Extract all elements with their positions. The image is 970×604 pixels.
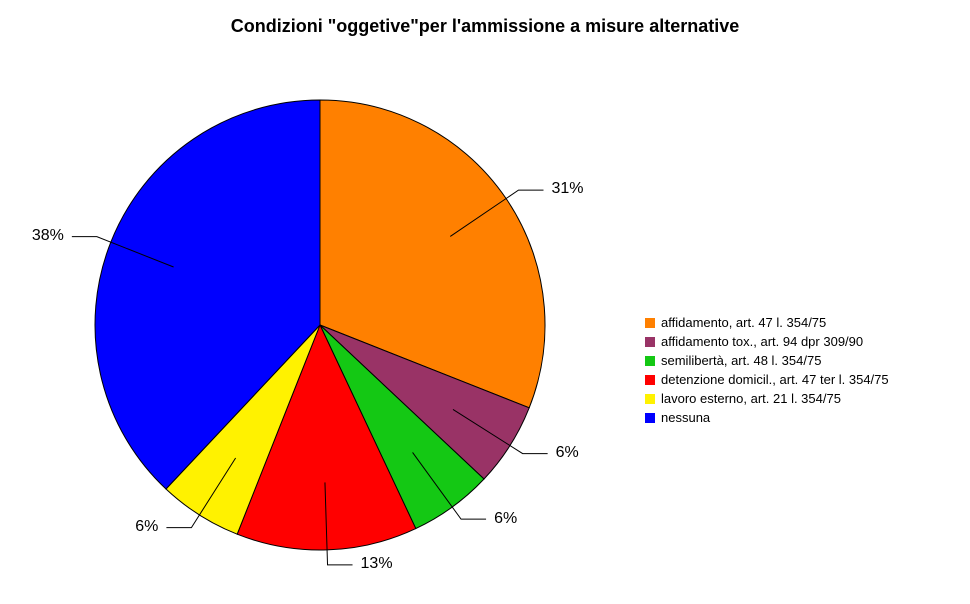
legend-item-lavoro_esterno: lavoro esterno, art. 21 l. 354/75 <box>645 391 889 406</box>
legend-label-nessuna: nessuna <box>661 410 710 425</box>
legend-swatch-detenzione_domicil <box>645 375 655 385</box>
legend-swatch-lavoro_esterno <box>645 394 655 404</box>
legend-label-semiliberta: semilibertà, art. 48 l. 354/75 <box>661 353 821 368</box>
legend-swatch-nessuna <box>645 413 655 423</box>
legend-label-lavoro_esterno: lavoro esterno, art. 21 l. 354/75 <box>661 391 841 406</box>
legend: affidamento, art. 47 l. 354/75 affidament… <box>645 315 889 429</box>
percent-label-detenzione_domicil: 13% <box>361 555 393 573</box>
percent-label-nessuna: 38% <box>32 227 64 245</box>
percent-label-semiliberta: 6% <box>494 510 517 528</box>
legend-item-detenzione_domicil: detenzione domicil., art. 47 ter l. 354/… <box>645 372 889 387</box>
legend-label-affidamento_tox: affidamento tox., art. 94 dpr 309/90 <box>661 334 863 349</box>
legend-label-affidamento: affidamento, art. 47 l. 354/75 <box>661 315 826 330</box>
legend-item-affidamento_tox: affidamento tox., art. 94 dpr 309/90 <box>645 334 889 349</box>
legend-item-semiliberta: semilibertà, art. 48 l. 354/75 <box>645 353 889 368</box>
pie-chart <box>0 0 970 604</box>
legend-item-nessuna: nessuna <box>645 410 889 425</box>
legend-label-detenzione_domicil: detenzione domicil., art. 47 ter l. 354/… <box>661 372 889 387</box>
percent-label-affidamento_tox: 6% <box>556 444 579 462</box>
legend-swatch-affidamento_tox <box>645 337 655 347</box>
legend-item-affidamento: affidamento, art. 47 l. 354/75 <box>645 315 889 330</box>
percent-label-lavoro_esterno: 6% <box>135 518 158 536</box>
pie-svg <box>0 0 970 604</box>
legend-swatch-semiliberta <box>645 356 655 366</box>
legend-swatch-affidamento <box>645 318 655 328</box>
percent-label-affidamento: 31% <box>551 180 583 198</box>
